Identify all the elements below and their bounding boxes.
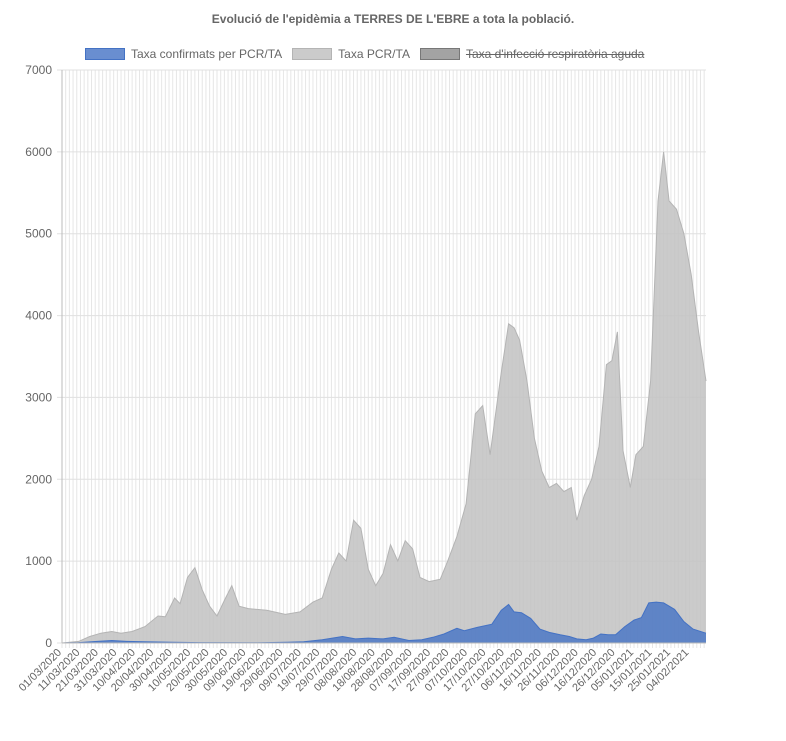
chart-title: Evolució de l'epidèmia a TERRES DE L'EBR… bbox=[211, 12, 575, 26]
legend-swatch bbox=[85, 48, 125, 60]
y-tick-label: 2000 bbox=[25, 472, 52, 486]
y-tick-label: 5000 bbox=[25, 227, 52, 241]
legend-item[interactable]: Taxa PCR/TA bbox=[292, 47, 410, 61]
legend-label: Taxa d'infecció respiratòria aguda bbox=[465, 47, 645, 61]
y-tick-label: 3000 bbox=[25, 390, 52, 404]
series-area bbox=[62, 602, 706, 643]
y-tick-label: 6000 bbox=[25, 145, 52, 159]
chart-legend: Taxa confirmats per PCR/TA Taxa PCR/TA Tax… bbox=[85, 46, 654, 62]
y-tick-label: 1000 bbox=[25, 554, 52, 568]
series-line bbox=[61, 151, 707, 644]
legend-label: Taxa PCR/TA bbox=[338, 47, 410, 61]
y-tick-label: 7000 bbox=[25, 63, 52, 77]
legend-swatch bbox=[419, 48, 460, 60]
legend-item[interactable]: Taxa confirmats per PCR/TA bbox=[85, 47, 282, 61]
series-area bbox=[62, 151, 706, 643]
y-tick-label: 4000 bbox=[25, 309, 52, 323]
legend-label: Taxa confirmats per PCR/TA bbox=[131, 47, 283, 61]
y-tick-label: 0 bbox=[45, 636, 52, 650]
legend-swatch bbox=[292, 48, 333, 60]
legend-item[interactable]: Taxa d'infecció respiratòria aguda bbox=[419, 47, 645, 61]
